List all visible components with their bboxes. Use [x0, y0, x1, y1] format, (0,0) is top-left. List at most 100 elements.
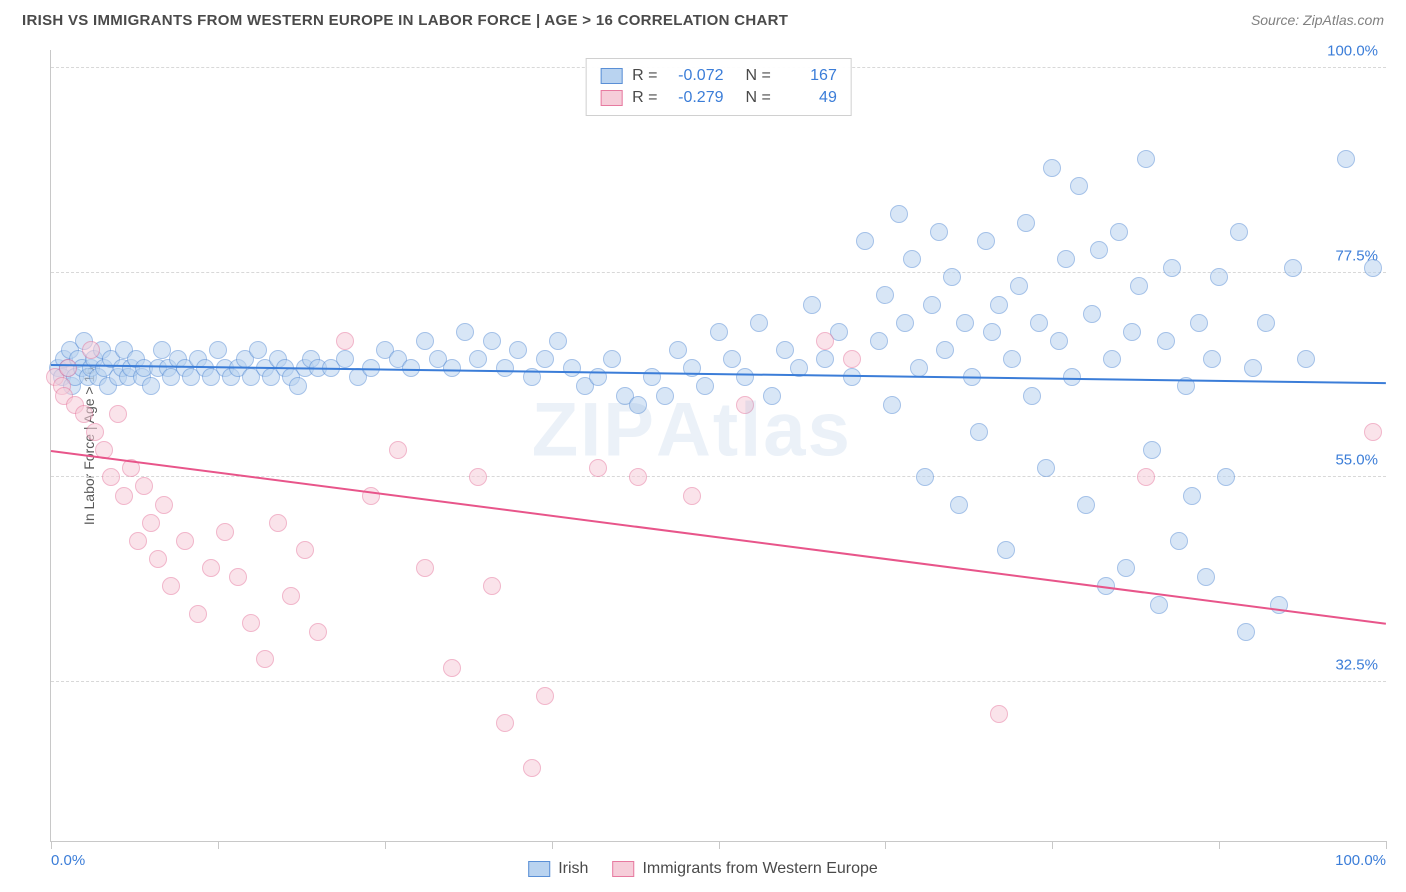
data-point	[1090, 241, 1108, 259]
data-point	[710, 323, 728, 341]
x-tick	[385, 841, 386, 849]
data-point	[669, 341, 687, 359]
data-point	[656, 387, 674, 405]
data-point	[216, 523, 234, 541]
gridline-horizontal	[51, 272, 1386, 273]
x-tick	[218, 841, 219, 849]
data-point	[1023, 387, 1041, 405]
data-point	[803, 296, 821, 314]
legend-label: Irish	[558, 860, 588, 878]
data-point	[296, 541, 314, 559]
data-point	[309, 623, 327, 641]
data-point	[1070, 177, 1088, 195]
data-point	[1110, 223, 1128, 241]
data-point	[149, 550, 167, 568]
data-point	[496, 714, 514, 732]
data-point	[1030, 314, 1048, 332]
data-point	[1244, 359, 1262, 377]
data-point	[1284, 259, 1302, 277]
data-point	[916, 468, 934, 486]
data-point	[750, 314, 768, 332]
legend-item: Irish	[528, 860, 588, 878]
x-tick	[1386, 841, 1387, 849]
legend-swatch	[528, 861, 550, 877]
data-point	[1337, 150, 1355, 168]
data-point	[1050, 332, 1068, 350]
data-point	[736, 368, 754, 386]
data-point	[282, 587, 300, 605]
legend-swatch	[600, 90, 622, 106]
data-point	[269, 514, 287, 532]
data-point	[483, 332, 501, 350]
data-point	[1163, 259, 1181, 277]
legend-swatch	[612, 861, 634, 877]
data-point	[816, 350, 834, 368]
data-point	[1137, 468, 1155, 486]
data-point	[956, 314, 974, 332]
data-point	[723, 350, 741, 368]
data-point	[389, 441, 407, 459]
data-point	[736, 396, 754, 414]
data-point	[856, 232, 874, 250]
data-point	[970, 423, 988, 441]
data-point	[870, 332, 888, 350]
data-point	[950, 496, 968, 514]
data-point	[129, 532, 147, 550]
data-point	[443, 659, 461, 677]
watermark: ZIPAtlas	[532, 386, 852, 473]
legend-r-value: -0.072	[668, 67, 724, 85]
data-point	[456, 323, 474, 341]
data-point	[336, 332, 354, 350]
data-point	[496, 359, 514, 377]
data-point	[523, 759, 541, 777]
data-point	[1003, 350, 1021, 368]
data-point	[923, 296, 941, 314]
x-tick	[51, 841, 52, 849]
data-point	[876, 286, 894, 304]
data-point	[416, 559, 434, 577]
data-point	[990, 296, 1008, 314]
data-point	[896, 314, 914, 332]
data-point	[696, 377, 714, 395]
data-point	[59, 359, 77, 377]
legend-n-label: N =	[746, 67, 771, 85]
data-point	[289, 377, 307, 395]
data-point	[883, 396, 901, 414]
data-point	[563, 359, 581, 377]
data-point	[1077, 496, 1095, 514]
data-point	[763, 387, 781, 405]
data-point	[629, 396, 647, 414]
data-point	[75, 405, 93, 423]
data-point	[1190, 314, 1208, 332]
y-tick-label: 55.0%	[1335, 452, 1378, 469]
x-tick	[719, 841, 720, 849]
data-point	[643, 368, 661, 386]
data-point	[890, 205, 908, 223]
data-point	[242, 614, 260, 632]
legend-n-value: 49	[781, 89, 837, 107]
data-point	[176, 532, 194, 550]
data-point	[843, 368, 861, 386]
data-point	[1043, 159, 1061, 177]
stats-legend: R =-0.072N =167R =-0.279N =49	[585, 58, 852, 116]
data-point	[549, 332, 567, 350]
data-point	[416, 332, 434, 350]
series-legend: Irish Immigrants from Western Europe	[528, 860, 878, 878]
legend-n-value: 167	[781, 67, 837, 85]
data-point	[162, 577, 180, 595]
data-point	[202, 559, 220, 577]
data-point	[1297, 350, 1315, 368]
data-point	[1150, 596, 1168, 614]
data-point	[776, 341, 794, 359]
data-point	[115, 487, 133, 505]
data-point	[1010, 277, 1028, 295]
legend-n-label: N =	[746, 89, 771, 107]
data-point	[189, 605, 207, 623]
legend-item: Immigrants from Western Europe	[612, 860, 877, 878]
x-tick-label: 0.0%	[51, 852, 85, 869]
data-point	[1117, 559, 1135, 577]
data-point	[843, 350, 861, 368]
data-point	[109, 405, 127, 423]
data-point	[936, 341, 954, 359]
data-point	[229, 568, 247, 586]
